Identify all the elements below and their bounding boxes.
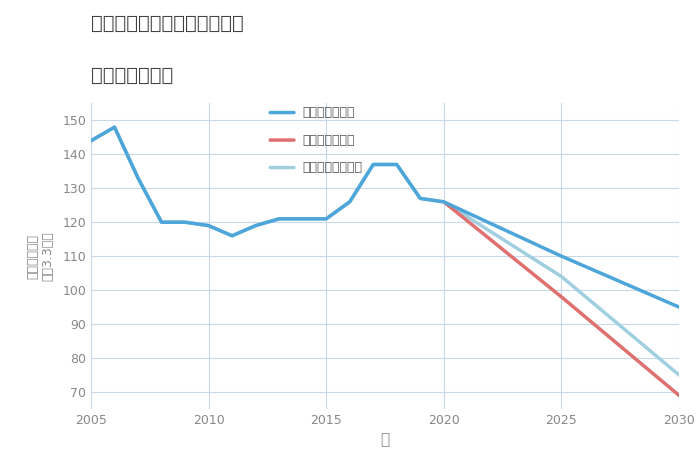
Text: 神奈川県相模原市南区豊町の: 神奈川県相模原市南区豊町の: [91, 14, 244, 33]
Y-axis label: 単価（万円）
坪（3.3㎡）: 単価（万円） 坪（3.3㎡）: [26, 231, 54, 281]
Text: グッドシナリオ: グッドシナリオ: [302, 106, 355, 119]
Text: ノーマルシナリオ: ノーマルシナリオ: [302, 161, 363, 174]
Text: バッドシナリオ: バッドシナリオ: [302, 133, 355, 147]
X-axis label: 年: 年: [380, 432, 390, 447]
Text: 土地の価格推移: 土地の価格推移: [91, 66, 174, 85]
